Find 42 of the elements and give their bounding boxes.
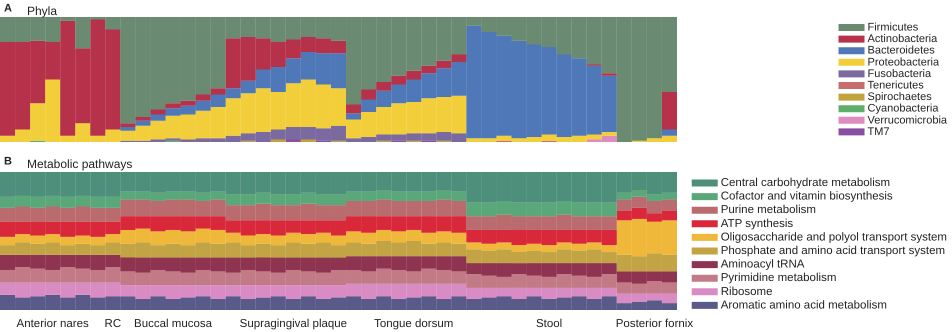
legend-label: Proteobacteria <box>868 56 940 68</box>
legend-label: Central carbohydrate metabolism <box>720 177 890 189</box>
bar <box>135 117 150 121</box>
x-tick-label: Posterior fornix <box>616 318 694 330</box>
legend-label: Ribosome <box>720 286 773 298</box>
bar <box>662 130 677 136</box>
legend-label: Fusobacteria <box>868 68 932 80</box>
legend-label: ATP synthesis <box>720 218 794 230</box>
x-tick-label: RC <box>104 318 122 330</box>
bar <box>346 113 362 120</box>
legend-label: Purine metabolism <box>720 204 816 216</box>
bar <box>662 92 677 130</box>
legend-label: Tenericutes <box>868 80 924 92</box>
legend-label: Aromatic amino acid metabolism <box>720 299 887 312</box>
legend-label: Verrucomicrobia <box>868 114 948 126</box>
chart-title: Metabolic pathways <box>27 157 132 171</box>
x-tick-label: Anterior nares <box>16 318 90 330</box>
bar <box>210 88 226 94</box>
chart-title: Phyla <box>27 4 58 18</box>
bar <box>602 73 617 76</box>
x-tick-label: Supragingival plaque <box>240 318 348 330</box>
legend-label: Spirochaetes <box>868 91 932 104</box>
text: A <box>4 2 12 14</box>
bar <box>196 94 211 101</box>
x-tick-label: Tongue dorsum <box>374 318 454 330</box>
bar <box>346 104 362 114</box>
legend-label: Bacteroidetes <box>868 44 936 57</box>
legend-label: TM7 <box>868 126 890 138</box>
legend-label: Cofactor and vitamin biosynthesis <box>720 190 893 203</box>
legend-label: Actinobacteria <box>868 33 938 46</box>
bar <box>120 127 136 131</box>
x-tick-label: Buccal mucosa <box>134 318 213 330</box>
legend-label: Firmicutes <box>868 22 919 34</box>
x-tick-label: Stool <box>536 318 562 330</box>
legend-label: Cyanobacteria <box>868 102 940 115</box>
legend-label: Phosphate and amino acid transport system <box>720 245 946 257</box>
bar <box>150 110 166 114</box>
legend-label: Aminoacyl tRNA <box>720 258 805 271</box>
bar <box>135 120 150 126</box>
legend-label: Pyrimidine metabolism <box>720 272 836 284</box>
legend-label: Oligosaccharide and polyol transport system <box>720 231 948 244</box>
text: B <box>4 156 12 168</box>
